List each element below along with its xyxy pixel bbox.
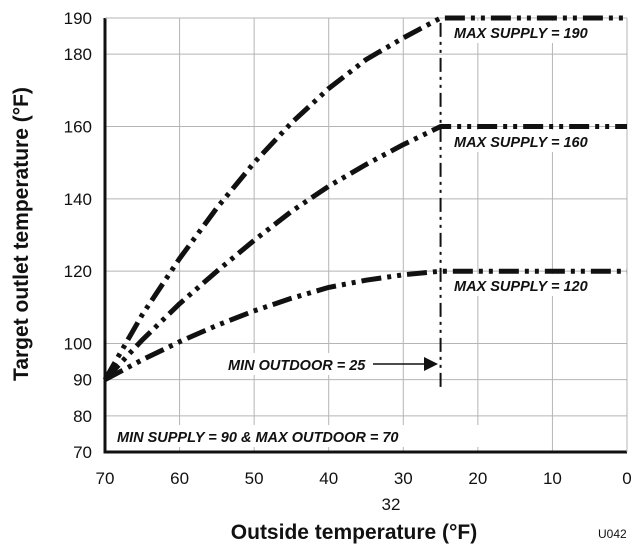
grid bbox=[104, 17, 628, 453]
y-tick-labels: 70 80 90 100 120 140 160 180 190 bbox=[64, 9, 92, 462]
y-tick-label: 100 bbox=[64, 335, 92, 354]
x-tick-label: 50 bbox=[245, 469, 264, 488]
label-background bbox=[449, 274, 619, 296]
series-line-0 bbox=[102, 15, 627, 381]
figure-code: U042 bbox=[598, 527, 627, 541]
min-outdoor-arrow-head bbox=[424, 357, 438, 371]
x-tick-label: 60 bbox=[170, 469, 189, 488]
max-supply-160-label: MAX SUPPLY = 160 bbox=[454, 135, 588, 151]
label-background bbox=[449, 21, 619, 43]
x-tick-label: 30 bbox=[394, 469, 413, 488]
series-group bbox=[102, 15, 627, 387]
label-background bbox=[222, 353, 372, 375]
x-tick-labels: 70 60 50 40 30 20 10 0 bbox=[96, 469, 632, 488]
x-tick-32: 32 bbox=[382, 495, 401, 514]
x-tick-label: 40 bbox=[319, 469, 338, 488]
y-axis-title: Target outlet temperature (°F) bbox=[10, 87, 33, 381]
min-supply-label: MIN SUPPLY = 90 & MAX OUTDOOR = 70 bbox=[117, 430, 398, 446]
series-line-2 bbox=[103, 268, 627, 382]
y-tick-label: 90 bbox=[73, 371, 92, 390]
y-tick-label: 140 bbox=[64, 190, 92, 209]
x-tick-label: 0 bbox=[622, 469, 631, 488]
x-tick-label: 10 bbox=[543, 469, 562, 488]
x-axis-title: Outside temperature (°F) bbox=[231, 521, 477, 544]
min-outdoor-label: MIN OUTDOOR = 25 bbox=[228, 358, 366, 374]
annotation-min-outdoor: MIN OUTDOOR = 25 bbox=[222, 353, 438, 375]
label-background bbox=[449, 130, 619, 152]
y-tick-label: 70 bbox=[73, 443, 92, 462]
y-tick-label: 180 bbox=[64, 45, 92, 64]
x-tick-label: 70 bbox=[96, 469, 115, 488]
annotation-min-supply: MIN SUPPLY = 90 & MAX OUTDOOR = 70 bbox=[112, 425, 484, 447]
y-tick-label: 160 bbox=[64, 118, 92, 137]
max-supply-190-label: MAX SUPPLY = 190 bbox=[454, 26, 588, 42]
x-tick-label: 20 bbox=[468, 469, 487, 488]
series-line-1 bbox=[103, 124, 627, 382]
y-tick-label: 190 bbox=[64, 9, 92, 28]
y-tick-label: 80 bbox=[73, 407, 92, 426]
annotation-max-supply-160: MAX SUPPLY = 160 bbox=[449, 130, 619, 152]
label-background bbox=[112, 425, 484, 447]
y-tick-label: 120 bbox=[64, 262, 92, 281]
max-supply-120-label: MAX SUPPLY = 120 bbox=[454, 279, 588, 295]
annotation-max-supply-120: MAX SUPPLY = 120 bbox=[449, 274, 619, 296]
annotation-max-supply-190: MAX SUPPLY = 190 bbox=[449, 21, 619, 43]
plot-frame bbox=[103, 17, 628, 454]
